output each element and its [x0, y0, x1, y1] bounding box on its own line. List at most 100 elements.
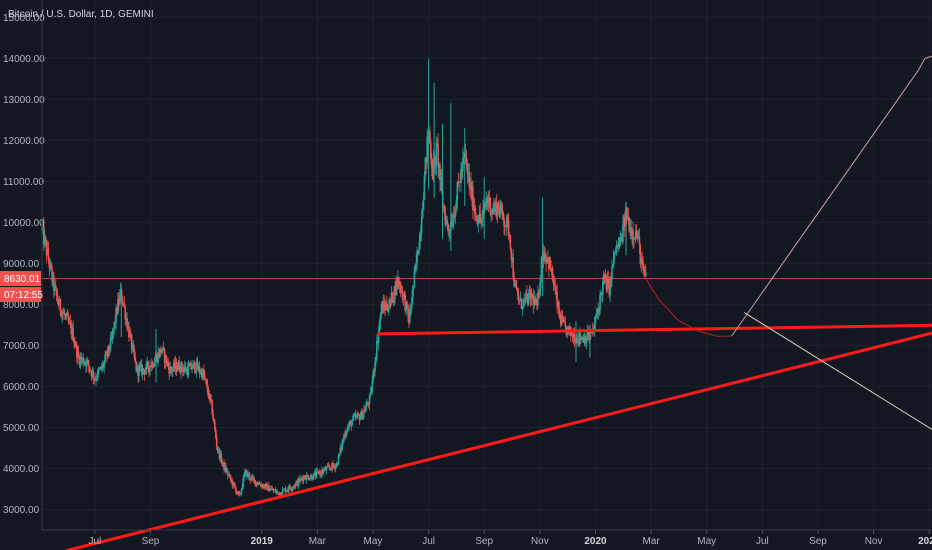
candle-body — [68, 321, 71, 323]
candle-body — [56, 295, 59, 302]
candle-body — [505, 217, 508, 227]
candle-body — [479, 213, 482, 221]
candle-body — [429, 130, 431, 143]
candle-body — [407, 304, 409, 315]
candle-body — [448, 231, 450, 233]
candle-body — [408, 310, 411, 324]
candle-body — [277, 491, 279, 493]
candle-body — [614, 251, 617, 253]
candle-body — [629, 227, 632, 233]
candle-body — [530, 293, 533, 300]
candle-body — [179, 370, 181, 373]
candle-body — [291, 487, 294, 490]
candle-body — [580, 337, 582, 341]
candle-body — [170, 366, 172, 370]
candle-body — [583, 336, 586, 343]
candle-body — [574, 342, 577, 344]
candle-body — [54, 285, 56, 291]
candle-body — [558, 302, 560, 315]
drawings[interactable] — [65, 55, 932, 550]
candle-body — [397, 277, 399, 287]
candle-body — [204, 378, 207, 381]
x-tick-label: 2021 — [918, 536, 932, 547]
candle-body — [186, 368, 189, 376]
support-trendline[interactable] — [65, 331, 932, 550]
candle-body — [425, 157, 428, 163]
candle-body — [169, 366, 171, 374]
candle-body — [73, 340, 75, 343]
candle-body — [415, 262, 417, 266]
candle-body — [620, 237, 622, 238]
candle-body — [501, 204, 503, 212]
candle-body — [438, 164, 440, 168]
candle-body — [391, 292, 394, 303]
candle-body — [609, 277, 611, 296]
candle-body — [347, 426, 350, 428]
candle-body — [571, 334, 574, 338]
candle-body — [603, 274, 606, 280]
candle-body — [497, 203, 500, 209]
candle-body — [106, 352, 108, 357]
candle-body — [266, 484, 268, 491]
candle-body — [613, 251, 616, 253]
candle-body — [324, 468, 327, 471]
candle-body — [312, 473, 315, 480]
grid — [42, 0, 932, 530]
candle-body — [390, 292, 393, 302]
price-axis[interactable]: 15000.00 14000.00 13000.00 12000.00 11000.00… — [3, 0, 45, 530]
candle-body — [112, 329, 115, 333]
projection-bear-line[interactable] — [744, 312, 932, 430]
candle-body — [173, 362, 176, 369]
candle-body — [545, 255, 547, 263]
candle-body — [374, 362, 376, 372]
candle-body — [536, 299, 538, 306]
x-tick-label: Nov — [865, 536, 883, 547]
candle-body — [498, 208, 501, 216]
candle-body — [188, 365, 191, 367]
horizontal-resistance[interactable] — [377, 323, 932, 336]
candle-body — [502, 211, 504, 219]
candle-body — [370, 391, 373, 393]
x-tick-label: Jul — [88, 536, 101, 547]
candle-body — [302, 476, 305, 481]
candle-body — [205, 380, 208, 385]
candle-body — [359, 417, 362, 421]
candle-body — [66, 313, 69, 317]
projection-drop-curve[interactable] — [645, 278, 732, 337]
candle-body — [543, 253, 546, 260]
candle-body — [600, 293, 602, 295]
candle-body — [477, 222, 480, 225]
candle-body — [524, 296, 526, 299]
candle-body — [383, 302, 385, 307]
candle-body — [259, 484, 262, 487]
candle-body — [85, 362, 87, 367]
candle-body — [118, 299, 120, 305]
candle-body — [489, 197, 492, 215]
candle-body — [343, 435, 345, 441]
projection-bull-line[interactable] — [731, 55, 932, 337]
candle-body — [236, 492, 238, 494]
candle-body — [615, 245, 618, 253]
y-tick-label: 14000.00 — [3, 54, 45, 65]
candle-body — [123, 303, 126, 307]
candle-body — [333, 465, 335, 467]
candle-body — [150, 366, 152, 368]
candle-body — [54, 285, 57, 289]
candle-body — [101, 364, 104, 369]
current-price-label: 8630.01 — [4, 274, 41, 285]
candle-body — [128, 325, 130, 338]
candle-body — [96, 378, 98, 380]
candles — [41, 58, 647, 498]
candle-body — [436, 142, 439, 145]
candle-body — [342, 440, 344, 443]
candle-body — [338, 453, 341, 456]
candle-body — [345, 432, 348, 434]
candle-body — [280, 494, 283, 496]
time-axis[interactable]: Jul Sep 2019 Mar May Jul Sep Nov 2020 Mar May Jul Se… — [42, 529, 932, 547]
candle-body — [159, 348, 161, 357]
candle-body — [267, 485, 269, 491]
candle-body — [86, 360, 89, 361]
candle-body — [319, 472, 321, 475]
candle-body — [349, 421, 352, 423]
